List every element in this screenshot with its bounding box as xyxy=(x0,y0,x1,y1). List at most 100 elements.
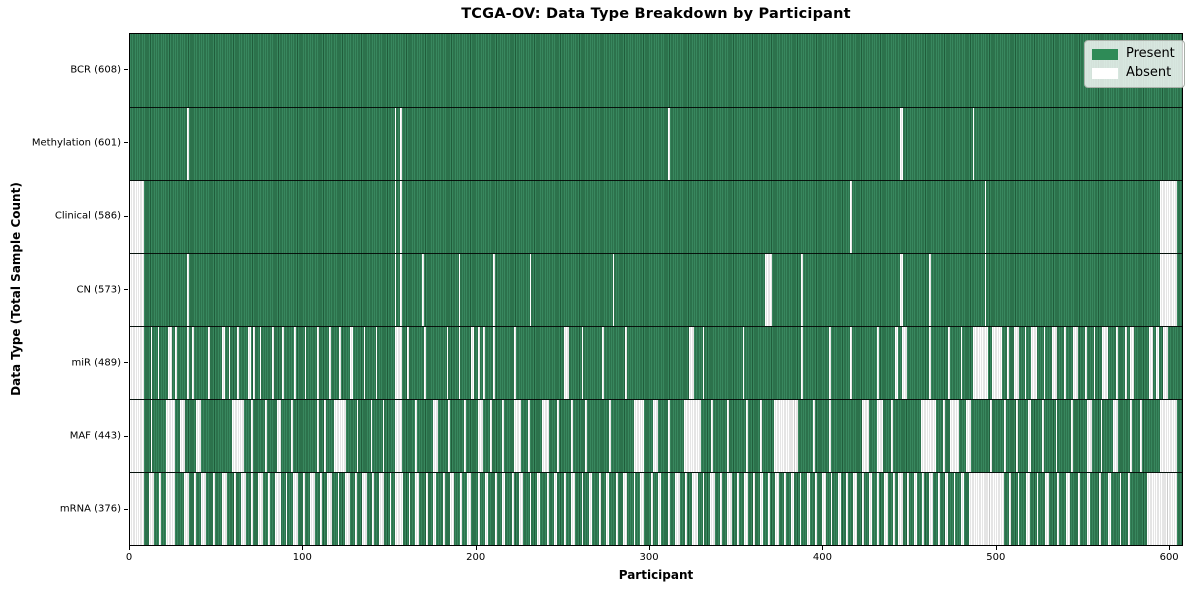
absent-stripe xyxy=(379,473,385,545)
absent-stripe xyxy=(519,473,523,545)
absent-stripe xyxy=(187,327,189,399)
absent-stripe xyxy=(415,400,418,472)
absent-stripe xyxy=(849,327,852,399)
absent-stripe xyxy=(972,327,989,399)
legend-entry-absent: Absent xyxy=(1092,66,1175,80)
absent-stripe xyxy=(304,327,307,399)
y-tick-label-methylation: Methylation (601) xyxy=(31,137,121,149)
absent-stripe xyxy=(477,400,483,472)
absent-stripe xyxy=(446,327,449,399)
absent-stripe xyxy=(1159,400,1177,472)
absent-stripe xyxy=(913,473,918,545)
absent-stripe xyxy=(527,400,530,472)
absent-stripe xyxy=(1116,327,1118,399)
absent-stripe xyxy=(194,473,196,545)
absent-stripe xyxy=(159,473,162,545)
absent-stripe xyxy=(424,327,426,399)
absent-stripe xyxy=(183,473,189,545)
absent-stripe xyxy=(292,473,298,545)
absent-stripe xyxy=(969,473,1004,545)
absent-stripe xyxy=(822,473,826,545)
absent-stripe xyxy=(240,473,246,545)
absent-stripe xyxy=(1031,327,1037,399)
absent-stripe xyxy=(675,473,681,545)
absent-stripe xyxy=(180,400,186,472)
absent-stripe xyxy=(406,327,409,399)
absent-stripe xyxy=(529,254,532,326)
absent-stripe xyxy=(1102,327,1108,399)
absent-stripe xyxy=(484,473,489,545)
absent-stripe xyxy=(389,473,392,545)
absent-stripe xyxy=(768,473,771,545)
x-axis-label: Participant xyxy=(618,568,694,582)
absent-stripe xyxy=(399,108,402,180)
y-axis-ticks: BCR (608) Methylation (601) Clinical (586)… xyxy=(0,33,129,546)
x-tick-mark xyxy=(129,546,130,550)
absent-stripe xyxy=(370,400,373,472)
absent-stripe xyxy=(408,473,411,545)
absent-stripe xyxy=(790,473,795,545)
absent-stripe xyxy=(557,400,560,472)
x-tick-mark xyxy=(475,546,477,550)
absent-stripe xyxy=(361,473,368,545)
absent-stripe xyxy=(633,473,636,545)
absent-stripe xyxy=(668,473,670,545)
absent-stripe xyxy=(207,327,210,399)
absent-stripe xyxy=(1057,473,1060,545)
absent-stripe xyxy=(765,254,772,326)
absent-stripe xyxy=(1149,327,1153,399)
absent-stripe xyxy=(130,473,144,545)
absent-stripe xyxy=(1028,400,1032,472)
absent-stripe xyxy=(467,473,471,545)
absent-stripe xyxy=(846,473,849,545)
absent-stripe xyxy=(1014,327,1020,399)
absent-stripe xyxy=(877,473,880,545)
absent-stripe xyxy=(1130,400,1132,472)
absent-stripe xyxy=(529,473,532,545)
absent-stripe xyxy=(943,400,945,472)
y-tick-label-mir: miR (489) xyxy=(71,357,121,369)
absent-stripe xyxy=(394,327,402,399)
absent-stripe xyxy=(938,473,940,545)
absent-stripe xyxy=(922,473,925,545)
absent-stripe xyxy=(1055,400,1058,472)
absent-stripe xyxy=(316,400,319,472)
absent-stripe xyxy=(759,473,764,545)
absent-stripe xyxy=(228,327,231,399)
y-tick-label-mrna: mRNA (376) xyxy=(59,503,121,515)
absent-stripe xyxy=(1112,400,1118,472)
absent-stripe xyxy=(1071,400,1073,472)
absent-stripe xyxy=(192,327,194,399)
absent-stripe xyxy=(375,327,378,399)
absent-stripe xyxy=(1078,473,1080,545)
y-tick-label-maf: MAF (443) xyxy=(69,430,121,442)
absent-stripe xyxy=(720,473,722,545)
absent-stripe xyxy=(394,400,402,472)
absent-stripe xyxy=(702,473,705,545)
absent-stripe xyxy=(294,327,297,399)
heatmap-row-clinical xyxy=(130,180,1182,253)
absent-stripe xyxy=(166,400,175,472)
absent-stripe xyxy=(564,327,570,399)
absent-stripe xyxy=(668,108,670,180)
absent-stripe xyxy=(130,254,144,326)
absent-stripe xyxy=(1093,327,1096,399)
absent-stripe xyxy=(657,473,662,545)
absent-stripe xyxy=(232,400,245,472)
absent-stripe xyxy=(801,327,804,399)
absent-stripe xyxy=(650,473,653,545)
x-tick-label-300: 300 xyxy=(639,552,659,563)
absent-stripe xyxy=(290,400,293,472)
absent-stripe xyxy=(899,108,904,180)
absent-stripe xyxy=(339,327,342,399)
absent-stripe xyxy=(752,473,755,545)
absent-stripe xyxy=(372,473,374,545)
absent-stripe xyxy=(493,254,496,326)
absent-stripe xyxy=(536,473,541,545)
absent-stripe xyxy=(861,400,869,472)
absent-stripe xyxy=(899,254,904,326)
absent-stripe xyxy=(394,254,397,326)
x-tick-label-200: 200 xyxy=(466,552,486,563)
absent-stripe xyxy=(1085,327,1087,399)
